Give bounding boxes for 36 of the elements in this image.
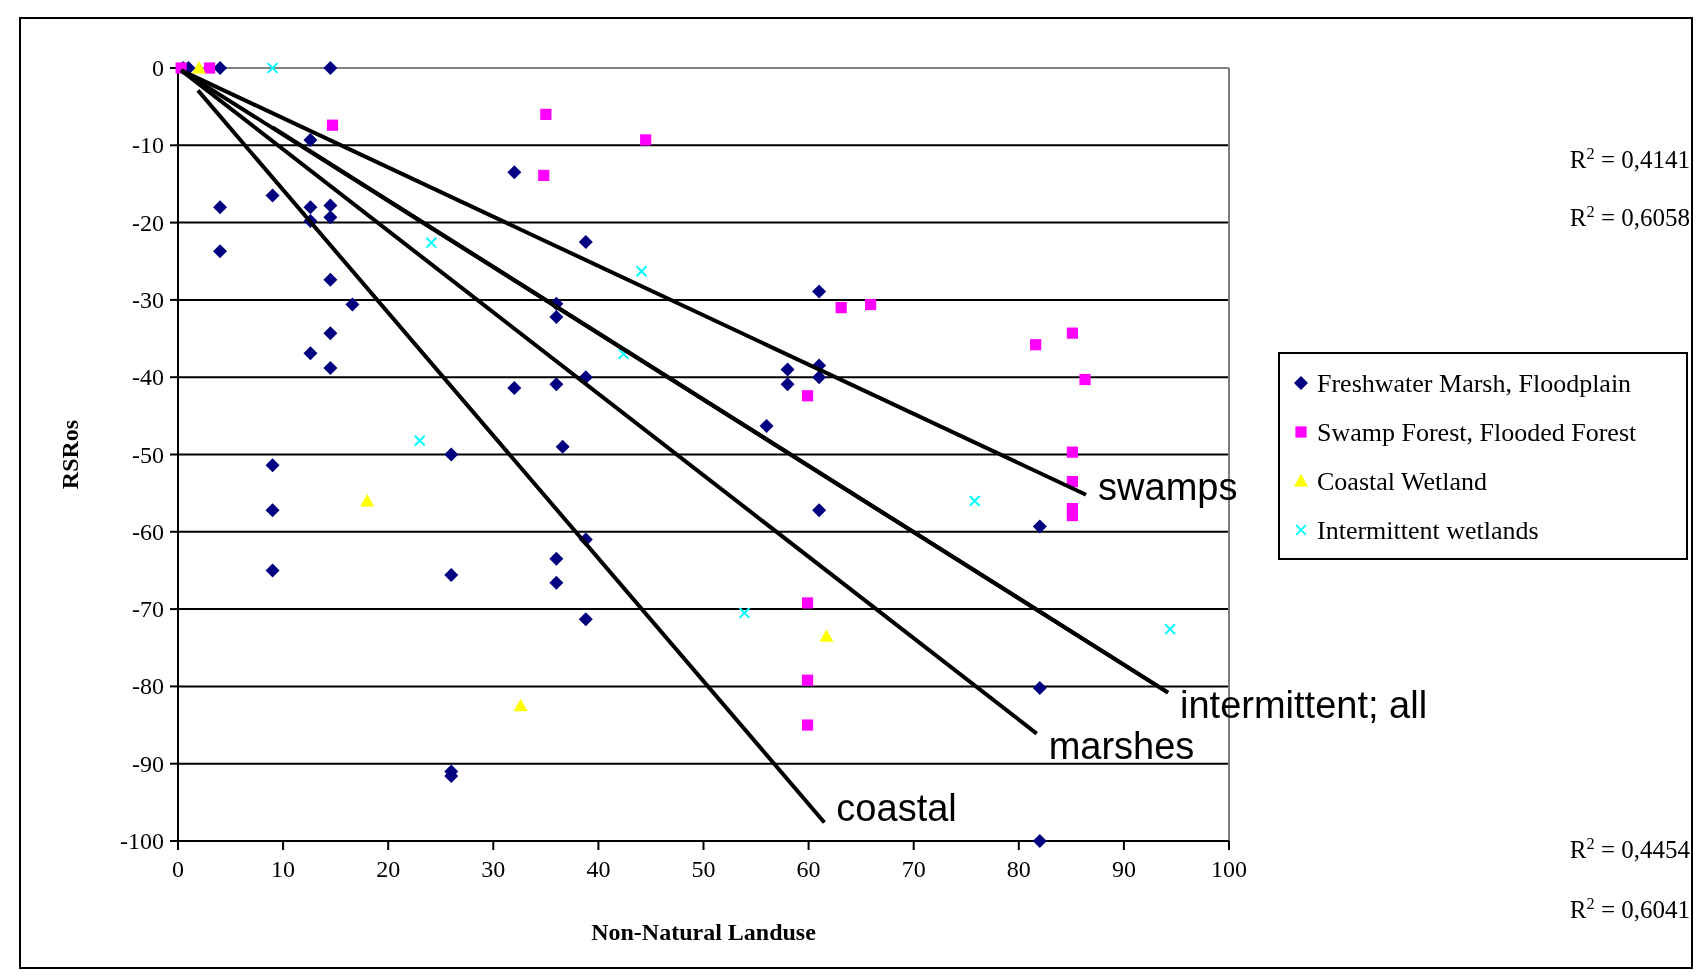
y-tick-label: -80 [132,673,164,700]
x-tick-label: 60 [796,856,821,882]
text: R$^{2}$ = 0,4141 [1569,145,1690,173]
x-tick-label: 40 [586,856,611,882]
x-tick-label: 10 [271,856,296,882]
x-tick-label: 20 [376,856,401,882]
x-axis-title: Non-Natural Landuse [591,919,817,945]
y-tick-label: -100 [120,828,164,854]
y-tick-label: -70 [132,596,164,623]
legend-label: Coastal Wetland [1317,466,1488,496]
annotation: marshes [1048,724,1195,767]
y-tick-label: -90 [132,750,164,777]
y-tick-label: -60 [132,518,164,545]
legend-label: Swamp Forest, Flooded Forest [1317,417,1637,447]
annotation: intermittent; all [1180,683,1428,726]
y-tick-label: -50 [132,441,164,468]
y-tick-label: 0 [152,55,164,81]
text: R$^{2}$ = 0,6058 [1569,203,1690,231]
x-tick-label: 90 [1111,856,1136,882]
y-axis-title: RSRos [57,419,83,490]
y-tick-label: -30 [132,286,164,313]
x-tick-label: 70 [901,856,926,882]
text: R$^{2}$ = 0,4454 [1569,835,1691,863]
x-tick-label: 50 [691,856,716,882]
x-tick-label: 100 [1211,856,1247,882]
y-tick-label: -20 [132,209,164,236]
x-tick-label: 80 [1006,856,1031,882]
x-tick-label: 30 [481,856,506,882]
text: R$^{2}$ = 0,6041 [1569,895,1690,923]
y-tick-label: -10 [132,132,164,159]
legend-label: Freshwater Marsh, Floodplain [1317,368,1632,398]
legend-label: Intermittent wetlands [1317,515,1539,545]
y-tick-label: -40 [132,364,164,391]
x-tick-label: 0 [172,856,184,882]
annotation: coastal [836,787,957,830]
annotation: swamps [1098,465,1238,508]
